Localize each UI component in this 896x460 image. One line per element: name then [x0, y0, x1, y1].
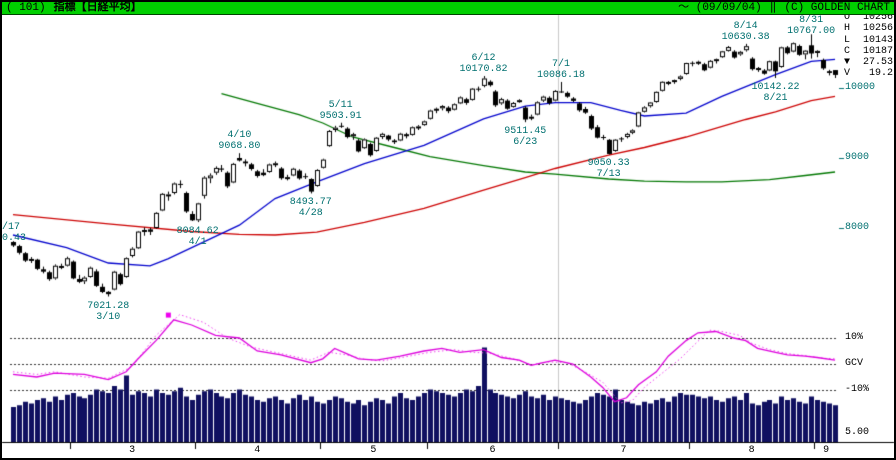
quote-change: ▼ 27.53 [844, 57, 893, 68]
quote-high-value: 10256 [862, 23, 893, 35]
down-triangle-icon: ▼ [844, 57, 851, 69]
copyright-label: (C) GOLDEN CHART [784, 2, 890, 14]
quote-close-value: 10187 [862, 45, 893, 57]
quote-low-label: L [844, 34, 851, 46]
osc-upper-threshold-label: 10% [845, 332, 864, 343]
titlebar-divider: ‖ [769, 2, 777, 14]
quote-close-label: C [844, 45, 851, 57]
quote-volume: V 19.2 [844, 68, 893, 79]
quote-panel: O 10256 H 10256 L 10143 C 10187 ▼ 27.53 V 19.2 [844, 12, 893, 80]
quote-volume-label: V [844, 68, 851, 80]
volume-scale-label: 5.00 [845, 427, 870, 438]
title-bar: ( 101) 指標【日経平均】 ～ (09/09/04) ‖ (C) GOLDE… [2, 2, 894, 15]
quote-low: L 10143 [844, 35, 893, 46]
quote-volume-value: 19.2 [868, 68, 893, 80]
title-bar-right: ～ (09/09/04) ‖ (C) GOLDEN CHART [678, 2, 890, 14]
page-title: 指標【日経平均】 [53, 2, 142, 14]
quote-high: H 10256 [844, 23, 893, 34]
program-code: ( 101) [6, 2, 46, 14]
osc-lower-threshold-label: -10% [845, 384, 870, 395]
quote-low-value: 10143 [862, 34, 893, 46]
quote-open-label: O [844, 12, 851, 23]
quote-change-value: 27.53 [862, 57, 893, 69]
quote-close: C 10187 [844, 46, 893, 57]
quote-high-label: H [844, 23, 851, 35]
quote-open-value: 10256 [862, 12, 893, 23]
osc-zero-label: GCV [845, 358, 864, 369]
period-label: ～ (09/09/04) [678, 2, 762, 14]
quote-open: O 10256 [844, 12, 893, 23]
